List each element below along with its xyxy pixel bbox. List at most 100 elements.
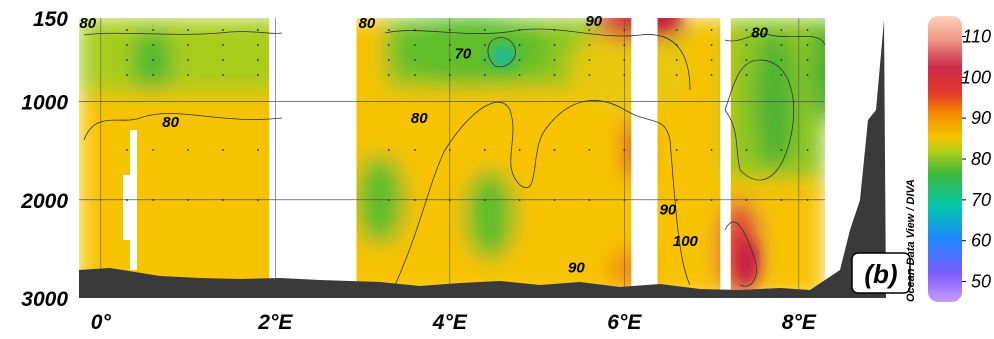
contour-label: 80 bbox=[162, 114, 179, 131]
station-dot bbox=[414, 74, 416, 76]
colorbar-tick-label: 50 bbox=[971, 272, 991, 292]
station-dot bbox=[414, 44, 416, 46]
contour-label: 80 bbox=[359, 15, 376, 32]
x-tick-label: 0° bbox=[91, 311, 112, 334]
contour-label: 80 bbox=[411, 110, 428, 127]
station-dot bbox=[588, 149, 591, 151]
y-axis: 150 1000 2000 3000 bbox=[20, 8, 68, 311]
station-dot bbox=[126, 29, 128, 31]
station-dot bbox=[780, 59, 783, 61]
station-dot bbox=[256, 199, 259, 201]
colorbar-tick-label: 80 bbox=[971, 149, 991, 169]
station-dot bbox=[126, 74, 128, 76]
colorbar-scale bbox=[928, 16, 962, 302]
station-dot bbox=[256, 74, 259, 76]
station-dot bbox=[710, 74, 713, 76]
station-dot bbox=[806, 59, 809, 61]
station-dot bbox=[780, 74, 783, 76]
station-dot bbox=[780, 149, 783, 151]
x-tick-label: 8°E bbox=[782, 311, 817, 334]
data-gap-2 bbox=[720, 18, 731, 298]
station-dot bbox=[152, 74, 155, 76]
station-dot bbox=[256, 149, 259, 151]
contour-label: 90 bbox=[660, 201, 677, 218]
station-dot bbox=[745, 199, 748, 201]
x-tick-label: 2°E bbox=[257, 311, 293, 334]
station-dot bbox=[448, 29, 451, 31]
station-dot bbox=[448, 149, 451, 151]
station-dot bbox=[483, 59, 486, 61]
station-dot bbox=[126, 149, 128, 151]
station-dot bbox=[745, 59, 748, 61]
data-gap-0 bbox=[269, 18, 357, 298]
station-dot bbox=[483, 44, 486, 46]
colorbar-tick-label: 90 bbox=[971, 108, 991, 128]
station-dot bbox=[483, 199, 486, 201]
station-dot bbox=[126, 44, 128, 46]
station-dot bbox=[806, 199, 809, 201]
station-dot bbox=[222, 59, 224, 61]
station-dot bbox=[553, 199, 556, 201]
x-axis: 0° 2°E 4°E 6°E 8°E bbox=[91, 311, 817, 334]
station-dot bbox=[414, 149, 416, 151]
station-dot bbox=[623, 59, 626, 61]
station-dot bbox=[387, 149, 390, 151]
station-dot bbox=[780, 199, 783, 201]
station-dot bbox=[222, 199, 224, 201]
station-dot bbox=[675, 44, 678, 46]
contour-label: 90 bbox=[568, 259, 585, 276]
station-dot bbox=[448, 59, 451, 61]
station-dot bbox=[745, 74, 748, 76]
station-dot bbox=[675, 199, 678, 201]
station-dot bbox=[387, 44, 390, 46]
station-dot bbox=[256, 44, 259, 46]
station-dot bbox=[745, 29, 748, 31]
station-dot bbox=[448, 44, 451, 46]
y-tick-label: 3000 bbox=[21, 288, 68, 311]
colorbar-tick-label: 70 bbox=[971, 190, 991, 210]
station-dot bbox=[675, 74, 678, 76]
station-dot bbox=[126, 199, 128, 201]
station-dot bbox=[623, 74, 626, 76]
station-dot bbox=[806, 29, 809, 31]
station-dot bbox=[518, 199, 521, 201]
y-tick-label: 2000 bbox=[20, 190, 68, 213]
station-dot bbox=[588, 59, 591, 61]
station-dot bbox=[387, 59, 390, 61]
station-dot bbox=[222, 29, 224, 31]
panel-label-box: (b) bbox=[851, 252, 911, 294]
station-dot bbox=[745, 149, 748, 151]
station-dot bbox=[623, 199, 626, 201]
station-dot bbox=[387, 74, 390, 76]
panel-label: (b) bbox=[864, 259, 897, 289]
station-dot bbox=[414, 29, 416, 31]
x-tick-label: 4°E bbox=[432, 311, 468, 334]
station-dot bbox=[553, 29, 556, 31]
station-dot bbox=[553, 74, 556, 76]
station-dot bbox=[675, 29, 678, 31]
station-dot bbox=[623, 29, 626, 31]
station-dot bbox=[553, 44, 556, 46]
station-dot bbox=[187, 29, 189, 31]
colorbar-tick-label: 110 bbox=[962, 26, 991, 46]
station-dot bbox=[187, 149, 189, 151]
y-tick-label: 150 bbox=[33, 8, 68, 31]
station-dot bbox=[387, 199, 390, 201]
station-dot bbox=[710, 44, 713, 46]
station-dot bbox=[675, 149, 678, 151]
gridlines bbox=[79, 18, 825, 298]
contour-label: 90 bbox=[585, 13, 602, 30]
station-dot bbox=[187, 199, 189, 201]
colorbar-tick-label: 100 bbox=[961, 67, 991, 87]
station-dot bbox=[518, 44, 521, 46]
station-dot bbox=[387, 29, 390, 31]
contour-lines bbox=[83, 28, 825, 287]
station-dot bbox=[780, 44, 783, 46]
station-dot bbox=[518, 149, 521, 151]
station-dot bbox=[187, 44, 189, 46]
station-dot bbox=[483, 29, 486, 31]
station-dot bbox=[152, 44, 155, 46]
station-dot bbox=[187, 59, 189, 61]
